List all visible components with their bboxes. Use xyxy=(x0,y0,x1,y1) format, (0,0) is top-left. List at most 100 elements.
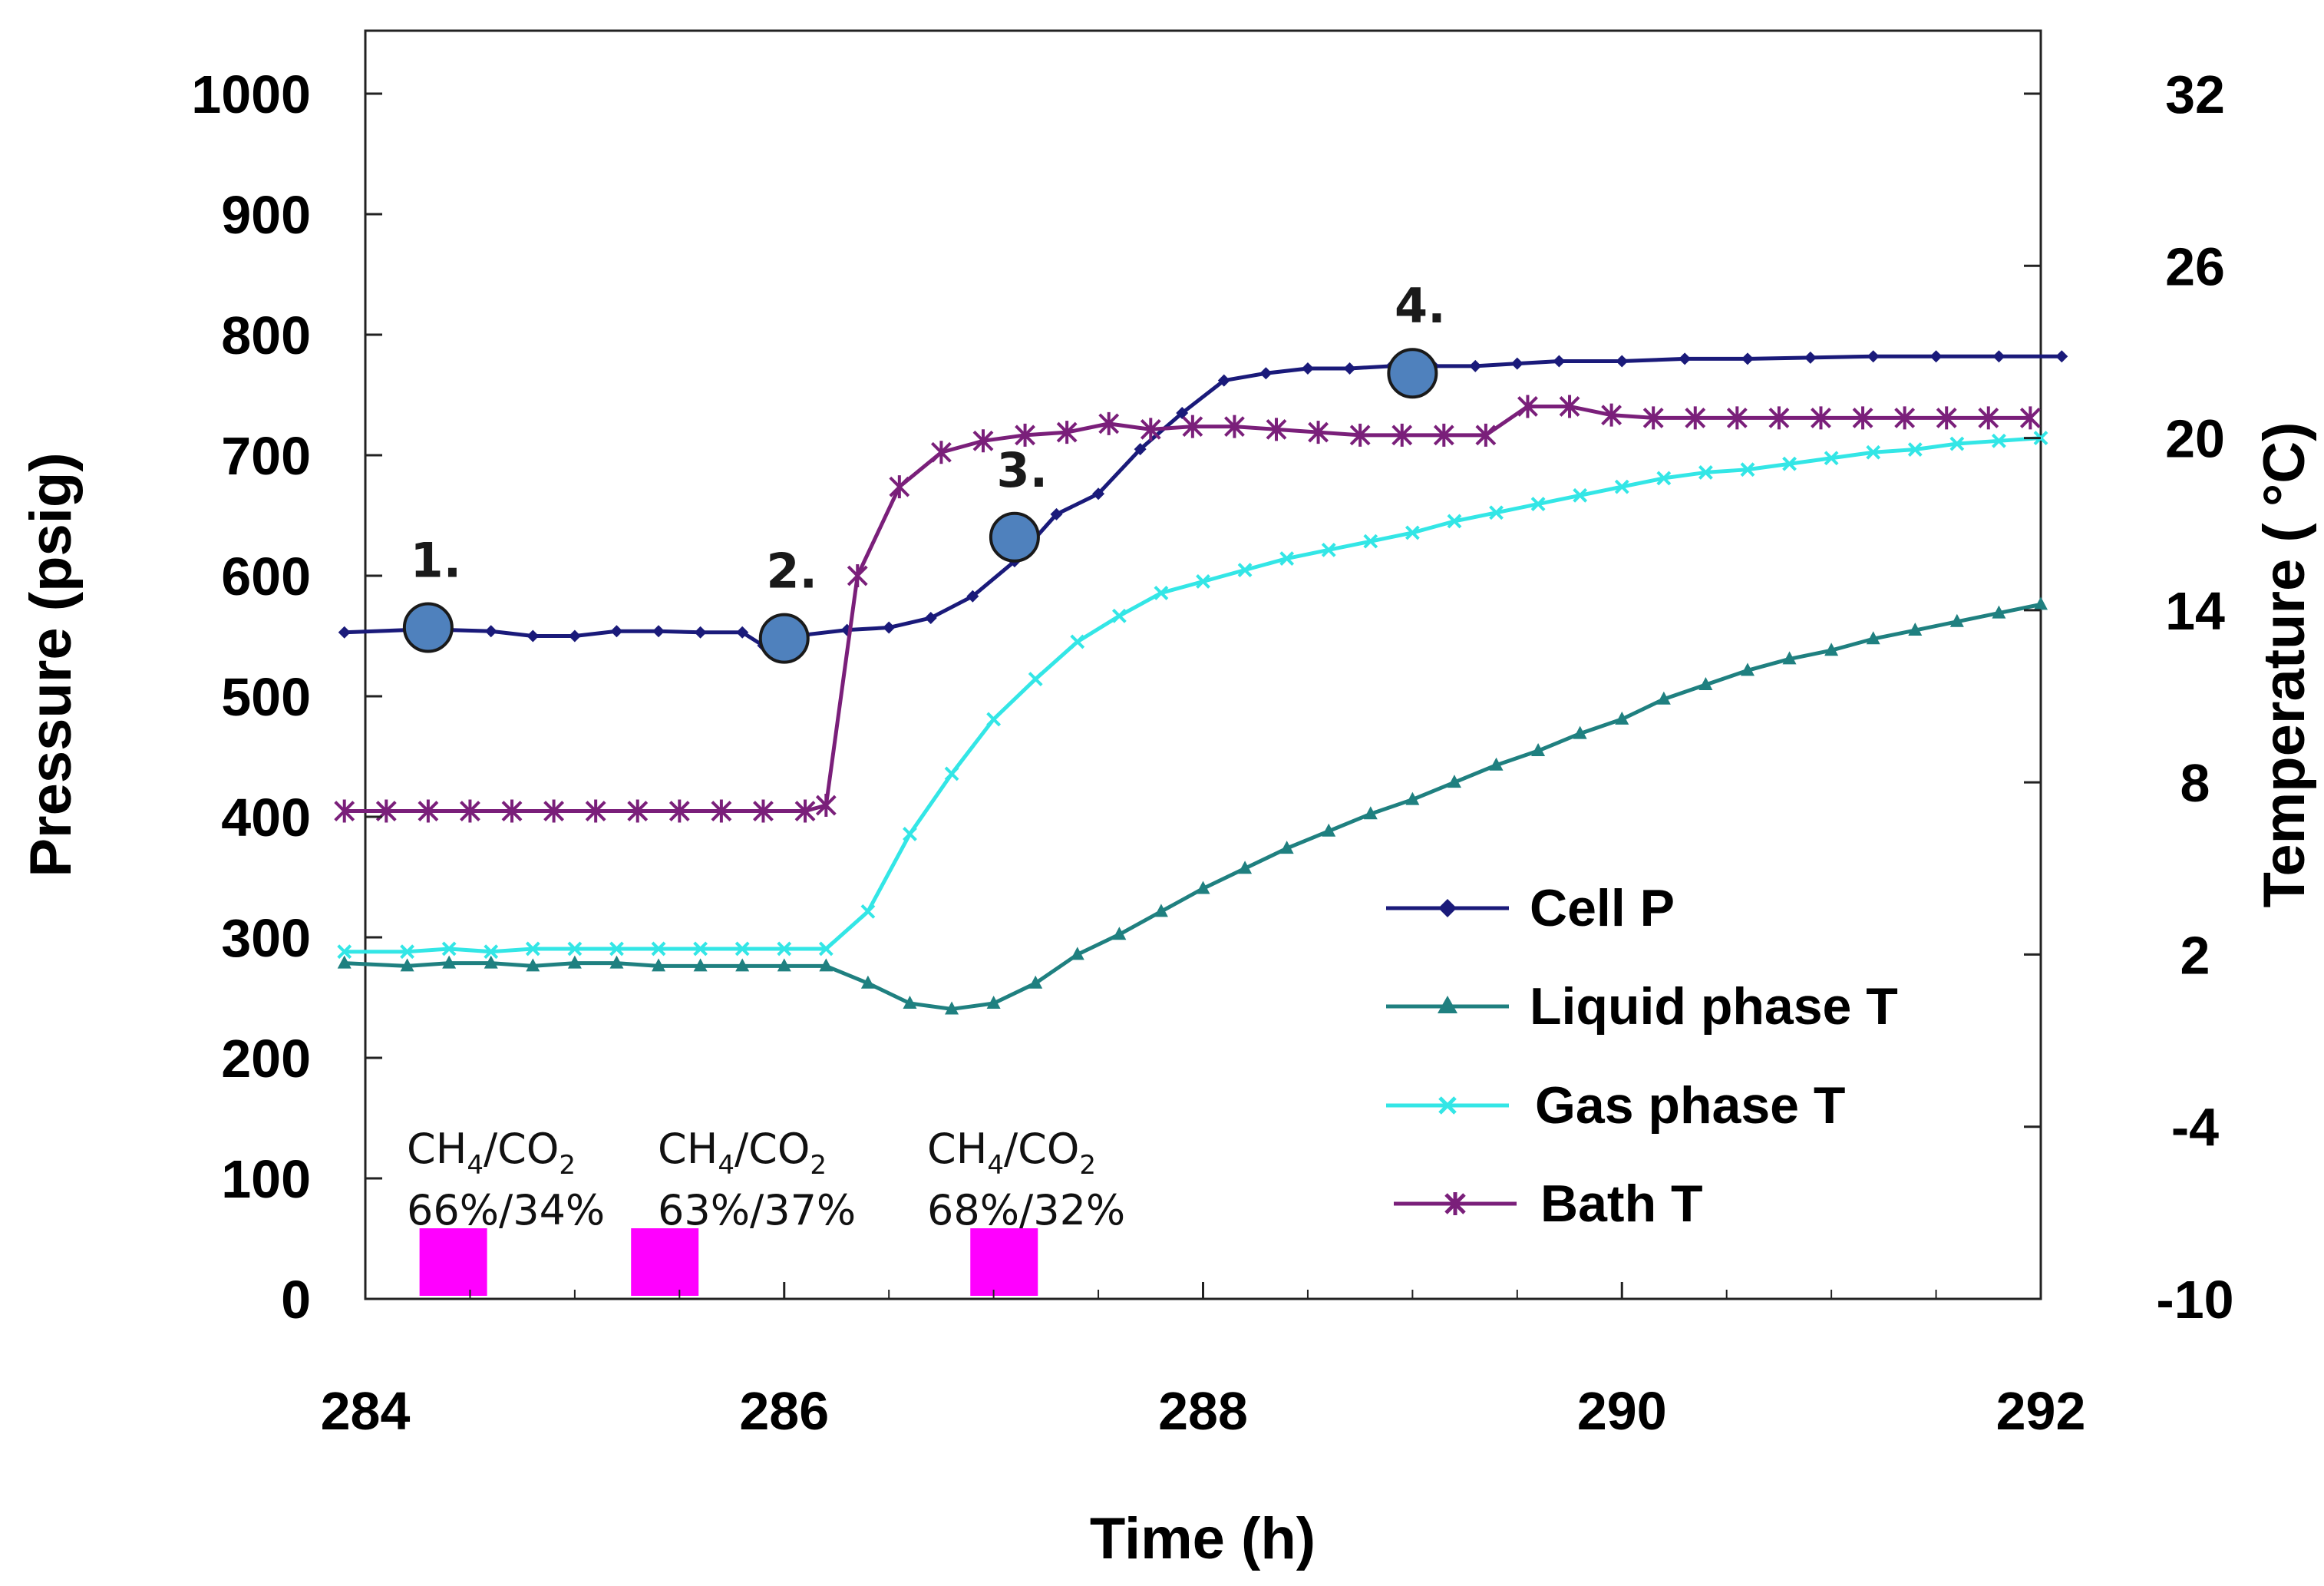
point-bath-t xyxy=(930,441,952,464)
labeled-points: 1. 2. 3. 4. xyxy=(402,278,1446,664)
point-cell-p xyxy=(736,626,749,639)
point-liquid-phase-t xyxy=(1949,613,1964,627)
point-liquid-phase-t xyxy=(693,958,708,972)
point-liquid-phase-t xyxy=(1279,841,1294,854)
state-point-label-4: 4. xyxy=(1395,278,1446,334)
point-bath-t xyxy=(711,799,732,823)
point-gas-phase-t xyxy=(1698,465,1713,480)
point-cell-p xyxy=(1992,350,2005,363)
point-bath-t xyxy=(1140,418,1161,441)
point-bath-t xyxy=(1391,423,1413,447)
point-cell-p xyxy=(883,621,896,634)
point-liquid-phase-t xyxy=(2034,596,2048,610)
point-liquid-phase-t xyxy=(1028,975,1043,989)
point-bath-t xyxy=(1768,406,1790,430)
point-bath-t xyxy=(1936,406,1957,430)
point-bath-t xyxy=(815,794,837,818)
y-tick-label-4: 400 xyxy=(221,788,311,848)
y-tick-label-8: 800 xyxy=(221,306,311,365)
point-liquid-phase-t xyxy=(1531,743,1546,757)
legend-label-bath-t: Bath T xyxy=(1540,1175,1703,1233)
point-bath-t xyxy=(1559,395,1580,418)
point-cell-p xyxy=(694,626,707,639)
point-cell-p xyxy=(338,626,351,639)
state-point-1 xyxy=(402,602,454,653)
y-tick-label-9: 900 xyxy=(221,185,311,245)
point-gas-phase-t xyxy=(1907,442,1923,457)
point-liquid-phase-t xyxy=(567,955,582,969)
point-liquid-phase-t xyxy=(819,958,834,972)
point-gas-phase-t xyxy=(1866,444,1881,460)
point-bath-t xyxy=(1685,406,1706,430)
point-liquid-phase-t xyxy=(1112,927,1127,940)
axis-ticks: 284 286 288 290 292 0 100 200 300 400 500 600 700 800… xyxy=(191,64,2233,1441)
point-gas-phase-t xyxy=(1196,574,1210,589)
point-liquid-phase-t xyxy=(1489,757,1504,771)
point-bath-t xyxy=(972,429,994,453)
point-bath-t xyxy=(1349,423,1371,447)
point-gas-phase-t xyxy=(441,941,457,957)
point-liquid-phase-t xyxy=(1656,691,1671,705)
y-tick-label-0: 0 xyxy=(281,1270,311,1330)
legend-item-cell-p: Cell P xyxy=(1386,879,1675,937)
annotation-2: CH4/CO2 63%/37% xyxy=(658,1125,856,1234)
y-tick-label-1: 100 xyxy=(221,1149,311,1209)
point-cell-p xyxy=(1867,350,1880,363)
point-gas-phase-t xyxy=(609,941,624,957)
point-liquid-phase-t xyxy=(903,995,917,1009)
y2-tick-label-0: -10 xyxy=(2156,1270,2233,1330)
point-cell-p xyxy=(652,625,665,638)
annotation-1-composition: 66%/34% xyxy=(407,1186,605,1234)
x-tick-label-3: 290 xyxy=(1577,1381,1667,1441)
y-tick-label-5: 500 xyxy=(221,667,311,727)
point-bath-t xyxy=(1098,411,1120,435)
point-liquid-phase-t xyxy=(337,955,352,969)
point-liquid-phase-t xyxy=(1698,677,1713,691)
y-tick-label-3: 300 xyxy=(221,908,311,968)
point-liquid-phase-t xyxy=(526,958,540,972)
point-gas-phase-t xyxy=(1489,505,1504,520)
y-axis-title: Pressure (psig) xyxy=(18,452,84,877)
point-cell-p xyxy=(924,611,937,624)
injection-markers xyxy=(419,1228,1038,1296)
series-line-cell-p xyxy=(344,354,2062,648)
point-gas-phase-t xyxy=(735,941,750,957)
point-gas-phase-t xyxy=(1824,451,1839,466)
point-gas-phase-t xyxy=(337,944,352,960)
point-bath-t xyxy=(1642,406,1664,430)
point-bath-t xyxy=(847,564,868,587)
point-liquid-phase-t xyxy=(652,958,666,972)
point-bath-t xyxy=(1811,406,1831,430)
y2-tick-label-5: 20 xyxy=(2165,409,2225,469)
point-gas-phase-t xyxy=(1028,672,1043,686)
x-tick-label-1: 286 xyxy=(739,1381,829,1441)
x-tick-label-2: 288 xyxy=(1158,1381,1248,1441)
point-bath-t xyxy=(1308,421,1329,444)
point-gas-phase-t xyxy=(903,827,917,841)
point-cell-p xyxy=(1092,487,1105,501)
point-cell-p xyxy=(1510,357,1523,370)
point-liquid-phase-t xyxy=(1908,623,1923,636)
point-liquid-phase-t xyxy=(1363,806,1378,820)
state-point-3 xyxy=(989,511,1040,563)
point-liquid-phase-t xyxy=(1322,823,1336,837)
annotation-3-formula: CH4/CO2 xyxy=(927,1125,1096,1181)
point-gas-phase-t xyxy=(1237,563,1253,577)
point-gas-phase-t xyxy=(1154,586,1169,600)
point-gas-phase-t xyxy=(1447,514,1462,529)
point-liquid-phase-t xyxy=(1615,711,1629,725)
point-liquid-phase-t xyxy=(400,958,414,972)
y2-tick-label-3: 8 xyxy=(2180,753,2210,813)
x-axis-title: Time (h) xyxy=(1090,1506,1316,1571)
point-cell-p xyxy=(1259,367,1273,380)
point-liquid-phase-t xyxy=(735,958,750,972)
y-tick-label-2: 200 xyxy=(221,1029,311,1089)
point-cell-p xyxy=(1469,359,1482,372)
y-tick-label-7: 700 xyxy=(221,426,311,486)
y2-tick-label-4: 14 xyxy=(2165,581,2225,641)
x-tick-label-0: 284 xyxy=(321,1381,411,1441)
point-gas-phase-t xyxy=(1321,542,1336,557)
point-gas-phase-t xyxy=(484,944,499,960)
point-bath-t xyxy=(889,475,910,499)
